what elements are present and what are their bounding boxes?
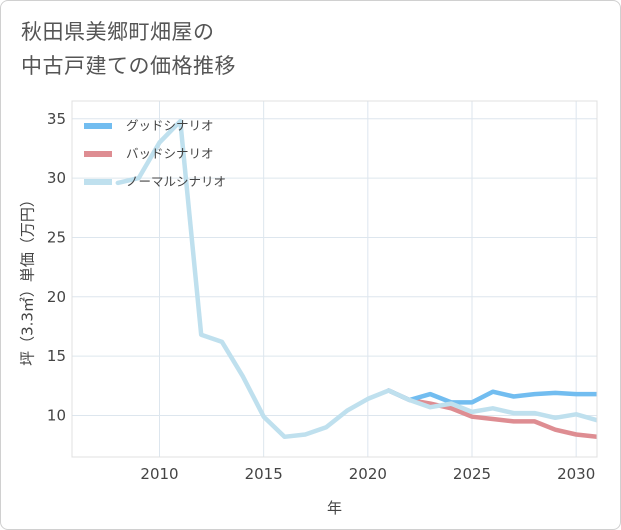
- y-tick-label: 35: [47, 110, 66, 128]
- chart-title: 秋田県美郷町畑屋の 中古戸建ての価格推移: [21, 15, 236, 83]
- x-tick-label: 2020: [349, 465, 387, 483]
- series-lines: [115, 118, 597, 440]
- y-tick-label: 20: [47, 288, 66, 306]
- legend-label-0: グッドシナリオ: [126, 118, 214, 133]
- legend-label-1: バッドシナリオ: [126, 146, 214, 161]
- y-axis-label: 坪（3.3㎡）単価（万円）: [19, 192, 37, 366]
- x-tick-label: 2010: [140, 465, 178, 483]
- y-tick-label: 15: [47, 347, 66, 365]
- chart-title-line-1: 秋田県美郷町畑屋の: [21, 20, 215, 44]
- y-tick-label: 25: [47, 228, 66, 246]
- grid: [72, 101, 597, 457]
- chart-title-line-2: 中古戸建ての価格推移: [21, 54, 236, 78]
- x-tick-label: 2030: [557, 465, 595, 483]
- x-tick-label: 2015: [245, 465, 283, 483]
- series-line-1: [386, 388, 597, 440]
- y-tick-label: 10: [47, 406, 66, 424]
- x-axis-label: 年: [327, 499, 342, 517]
- legend-label-2: ノーマルシナリオ: [126, 174, 226, 189]
- plot-frame: [71, 100, 598, 458]
- series-line-2: [115, 118, 597, 440]
- series-line-0: [386, 388, 597, 405]
- x-tick-label: 2025: [453, 465, 491, 483]
- y-tick-label: 30: [47, 169, 66, 187]
